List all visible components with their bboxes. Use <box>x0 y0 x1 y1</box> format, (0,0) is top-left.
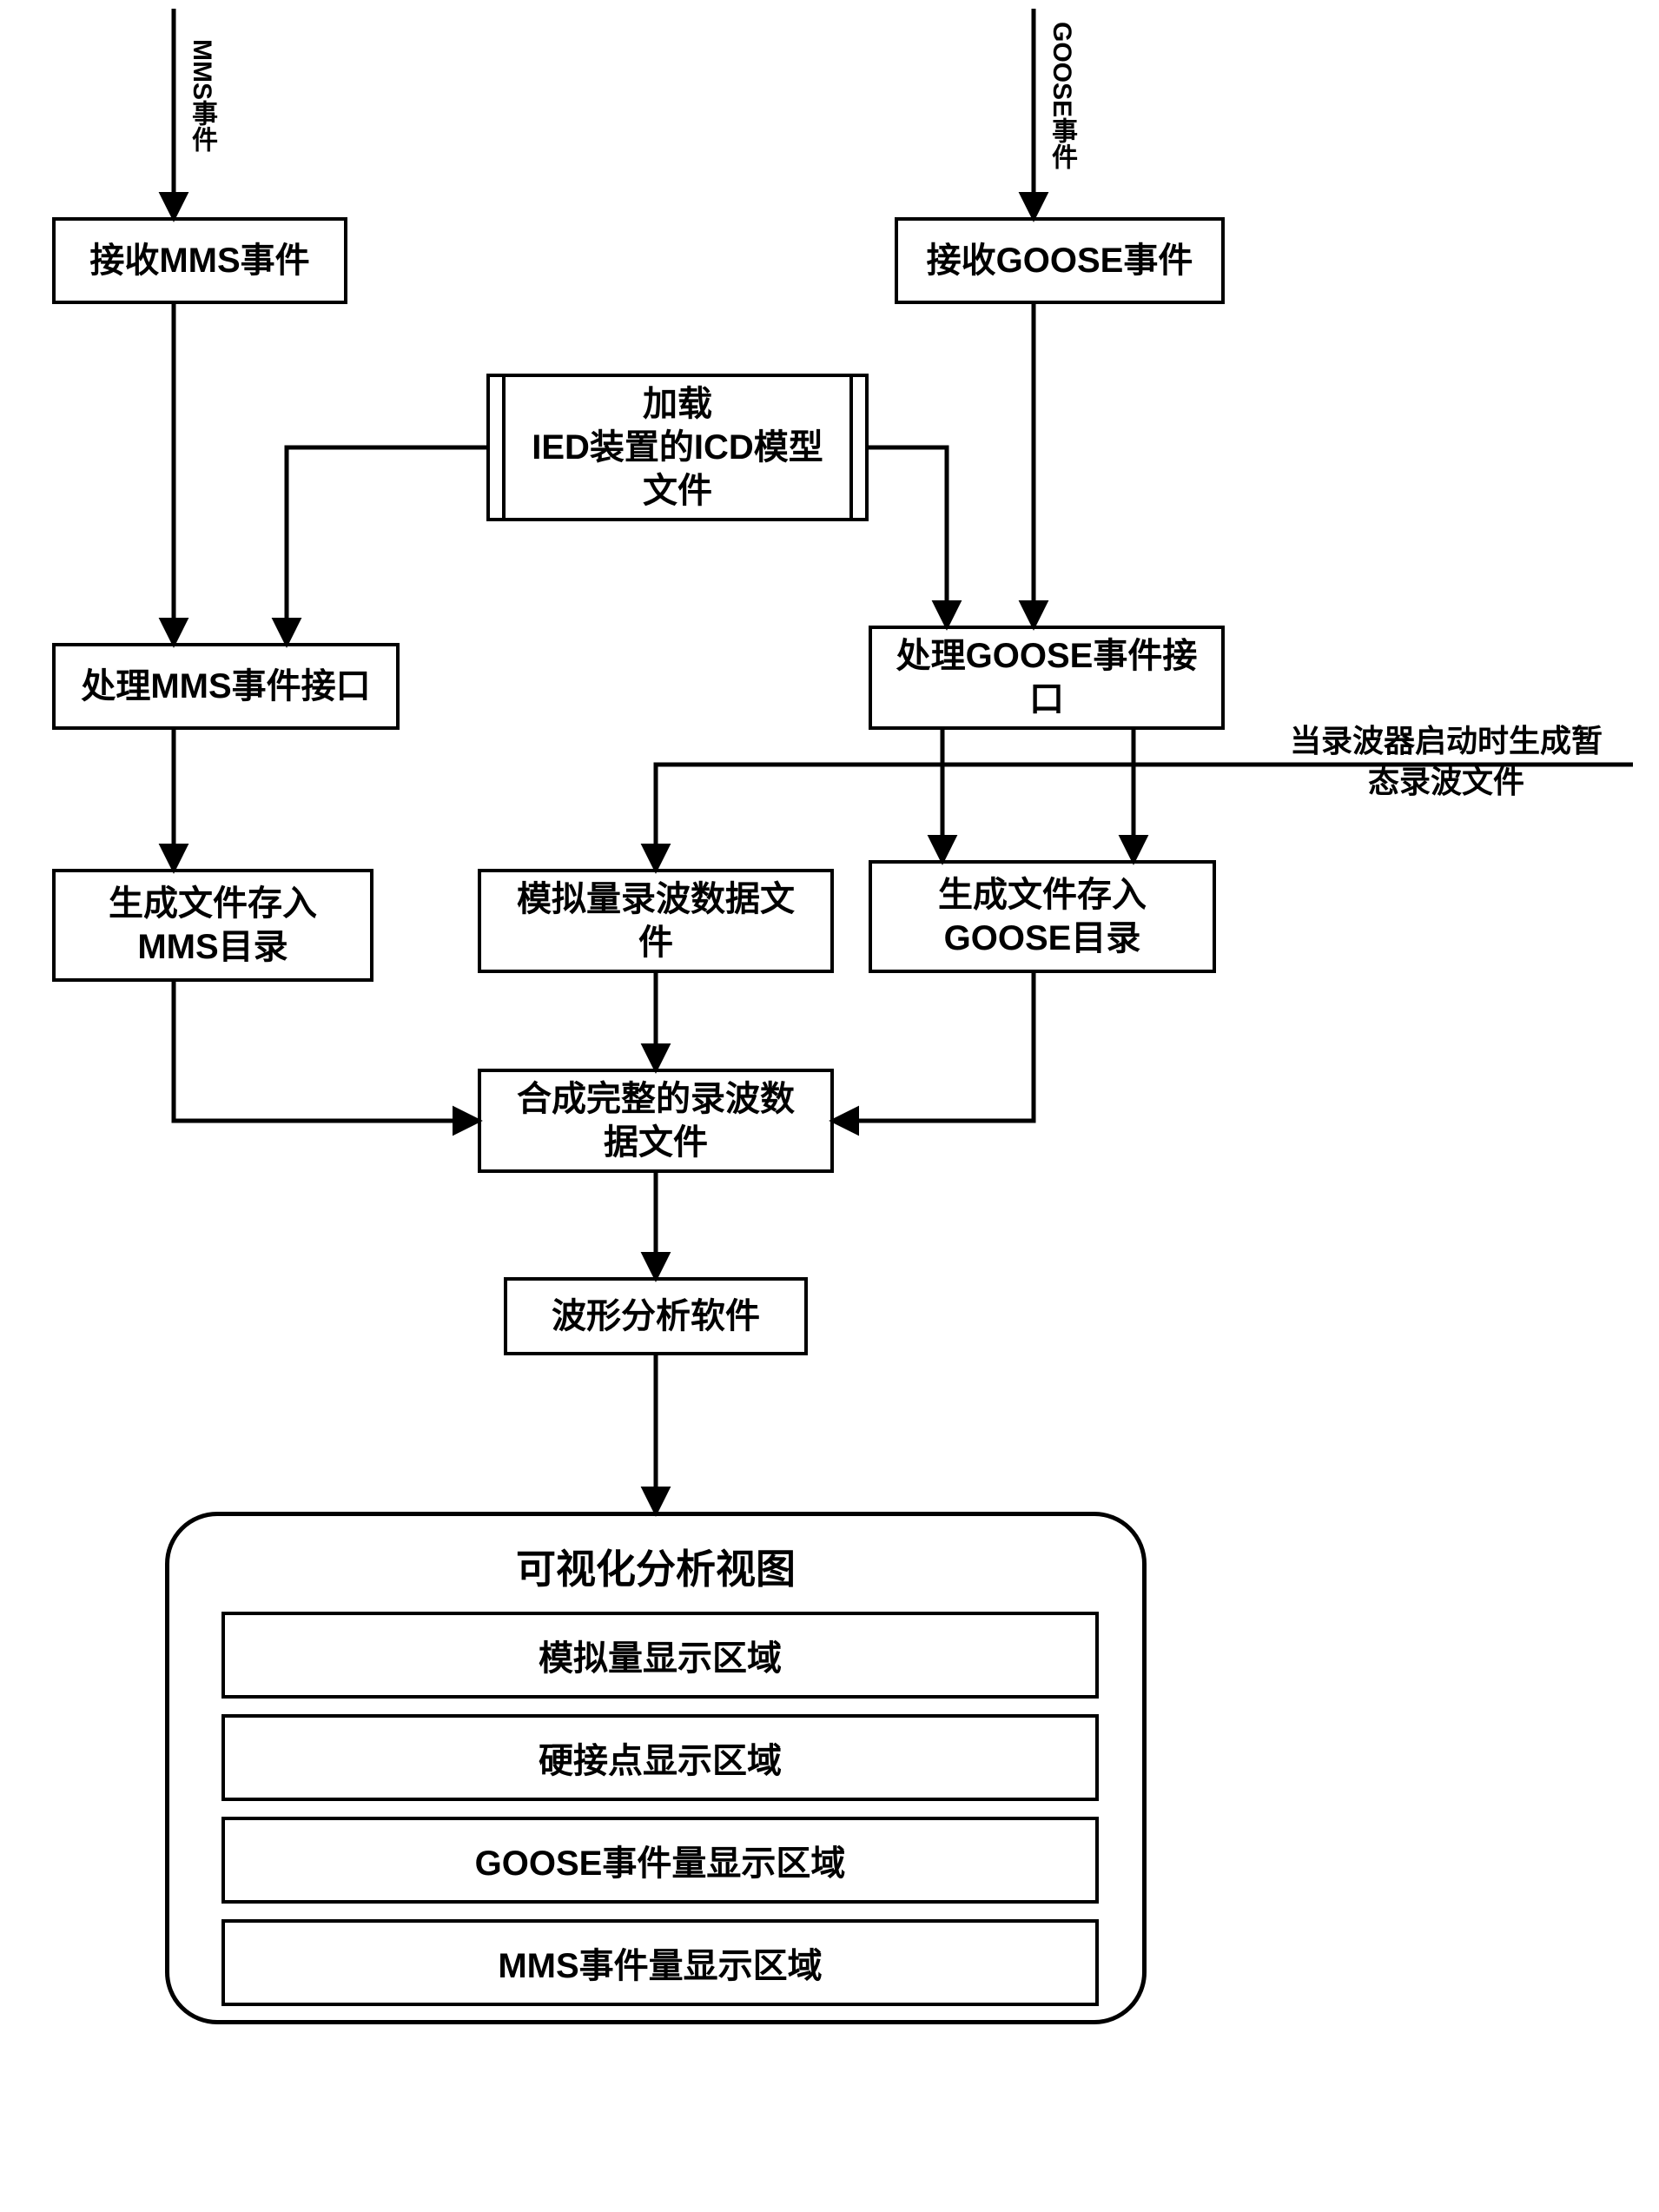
panel-title: 可视化分析视图 <box>169 1538 1142 1595</box>
annotation-transient: 当录波器启动时生成暂态录波文件 <box>1259 721 1633 803</box>
node-label: 接收MMS事件 <box>89 239 309 282</box>
panel-row-label: MMS事件量显示区域 <box>498 1937 822 1988</box>
node-gen-mms-dir: 生成文件存入MMS目录 <box>52 869 373 982</box>
panel-row-label: 模拟量显示区域 <box>539 1630 782 1680</box>
panel-row-mms: MMS事件量显示区域 <box>221 1919 1099 2006</box>
input-label-goose: GOOSE事件 <box>1042 17 1081 174</box>
panel-row-label: GOOSE事件量显示区域 <box>475 1835 846 1885</box>
node-label: 处理GOOSE事件接口 <box>896 634 1198 721</box>
node-analog-file: 模拟量录波数据文件 <box>478 869 834 973</box>
node-label: 合成完整的录波数据文件 <box>517 1077 795 1164</box>
node-wave-software: 波形分析软件 <box>504 1277 808 1355</box>
node-process-mms: 处理MMS事件接口 <box>52 643 400 730</box>
node-receive-mms: 接收MMS事件 <box>52 217 347 304</box>
visualization-panel: 可视化分析视图 模拟量显示区域 硬接点显示区域 GOOSE事件量显示区域 MMS… <box>165 1512 1147 2024</box>
panel-row-hardpoint: 硬接点显示区域 <box>221 1714 1099 1801</box>
node-label: 波形分析软件 <box>552 1295 760 1338</box>
node-process-goose: 处理GOOSE事件接口 <box>869 626 1225 730</box>
node-gen-goose-dir: 生成文件存入GOOSE目录 <box>869 860 1216 973</box>
panel-row-analog: 模拟量显示区域 <box>221 1612 1099 1699</box>
panel-row-goose: GOOSE事件量显示区域 <box>221 1817 1099 1904</box>
node-label: 模拟量录波数据文件 <box>517 878 795 964</box>
node-load-icd: 加载IED装置的ICD模型文件 <box>486 374 869 521</box>
node-receive-goose: 接收GOOSE事件 <box>895 217 1225 304</box>
node-label: 生成文件存入GOOSE目录 <box>938 873 1147 960</box>
node-synth-file: 合成完整的录波数据文件 <box>478 1069 834 1173</box>
node-label: 加载IED装置的ICD模型文件 <box>532 382 823 513</box>
panel-row-label: 硬接点显示区域 <box>539 1732 782 1783</box>
node-label: 接收GOOSE事件 <box>927 239 1193 282</box>
node-label: 处理MMS事件接口 <box>81 665 370 708</box>
input-label-mms: MMS事件 <box>182 17 221 174</box>
node-label: 生成文件存入MMS目录 <box>109 882 317 969</box>
